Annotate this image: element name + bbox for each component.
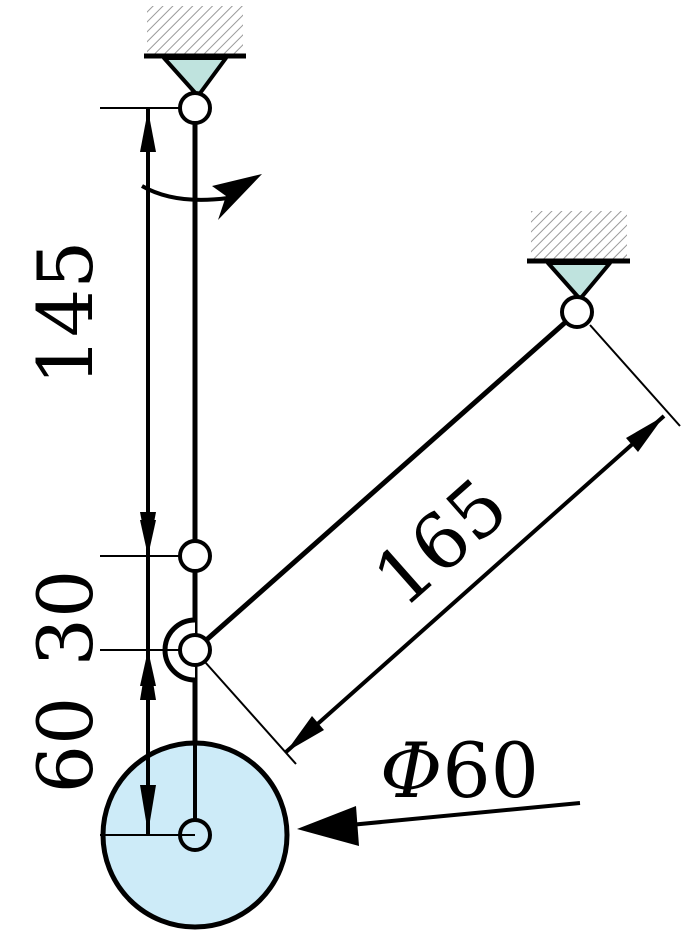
dim-label-60: 60 xyxy=(21,697,110,794)
top-ground-hatch xyxy=(147,6,243,55)
diameter-value: 60 xyxy=(442,726,539,815)
dim-label-145: 145 xyxy=(21,240,110,385)
dim-165-arrow-bottom xyxy=(286,716,324,752)
right-hinge xyxy=(560,295,594,329)
dim-165-arrow-top xyxy=(626,416,664,452)
curved-arrow-icon xyxy=(141,174,262,220)
vertical-dimensions xyxy=(100,107,195,836)
top-support xyxy=(144,6,246,98)
force-arrow-icon xyxy=(297,801,581,846)
dim-145-arrow-top xyxy=(140,110,156,152)
dim-line-diagonal xyxy=(284,414,666,754)
dim-60-arrow-bottom xyxy=(140,785,156,833)
middle-hinge xyxy=(178,539,212,573)
top-hinge xyxy=(178,91,212,125)
diagonal-link xyxy=(193,310,579,652)
dim-60-arrow-top xyxy=(140,652,156,700)
right-support-triangle xyxy=(546,261,612,301)
right-support xyxy=(527,211,630,301)
diameter-label: Φ60 xyxy=(380,726,539,815)
dim-30-arrow-top xyxy=(140,520,156,556)
ext-line-diag-top xyxy=(589,324,681,427)
dim-label-30: 30 xyxy=(21,570,110,667)
top-support-triangle xyxy=(162,56,228,98)
diameter-symbol: Φ xyxy=(380,726,442,815)
lower-hinge xyxy=(178,633,212,667)
right-ground-hatch xyxy=(531,211,627,260)
diagonal-dimension xyxy=(204,324,681,765)
ext-line-diag-bottom xyxy=(204,661,297,765)
